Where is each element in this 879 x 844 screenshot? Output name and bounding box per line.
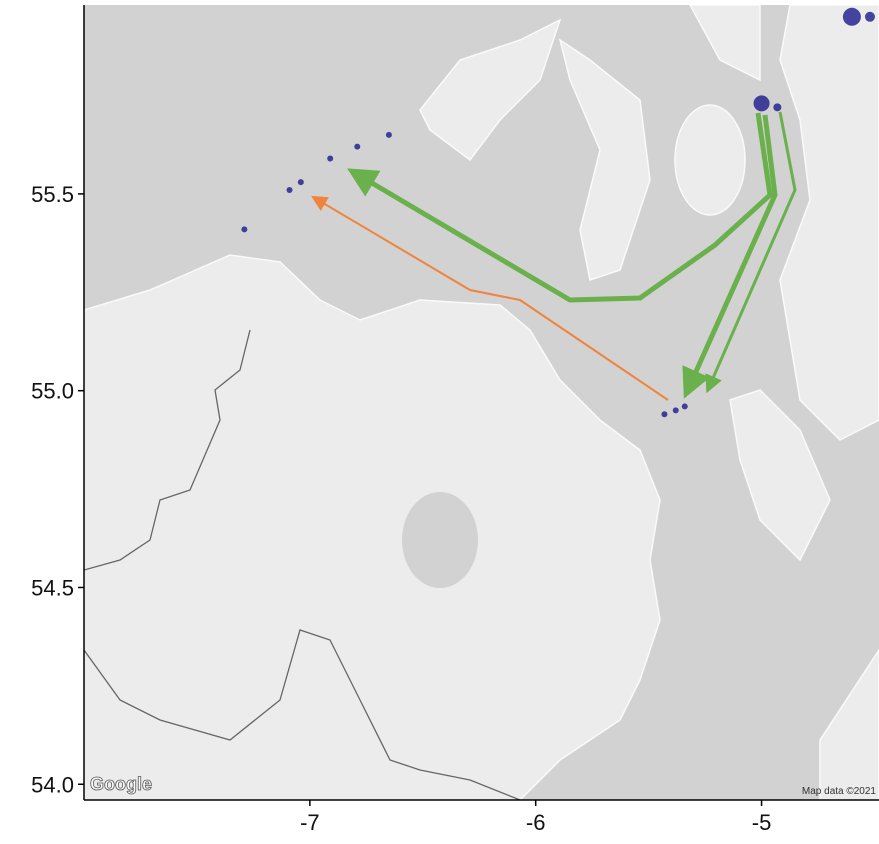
location-point [754,95,770,111]
location-point [287,187,293,193]
y-tick-label: 55.5 [31,182,74,207]
attribution: Map data ©2021 [802,786,877,797]
location-point [327,155,333,161]
location-point [773,103,781,111]
location-point [661,411,667,417]
location-point [354,144,360,150]
logo: Google [90,774,152,794]
y-tick-label: 54.5 [31,575,74,600]
x-tick-label: -5 [752,810,772,835]
location-point [865,12,875,22]
y-tick-label: 55.0 [31,379,74,404]
location-point [298,179,304,185]
map-chart: Google Map data ©2021 -7 -6 -5 54.0 54.5 55.0… [0,0,879,844]
location-point [682,403,688,409]
location-point [673,407,679,413]
location-point [843,8,861,26]
y-tick-label: 54.0 [31,772,74,797]
x-tick-label: -6 [526,810,546,835]
basemap: Google Map data ©2021 [84,5,879,800]
x-tick-label: -7 [300,810,320,835]
location-point [386,132,392,138]
location-point [241,226,247,232]
